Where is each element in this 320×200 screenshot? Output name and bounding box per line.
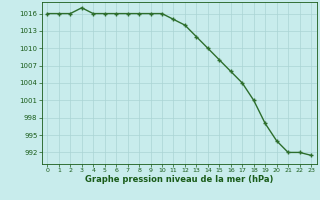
X-axis label: Graphe pression niveau de la mer (hPa): Graphe pression niveau de la mer (hPa) xyxy=(85,175,273,184)
